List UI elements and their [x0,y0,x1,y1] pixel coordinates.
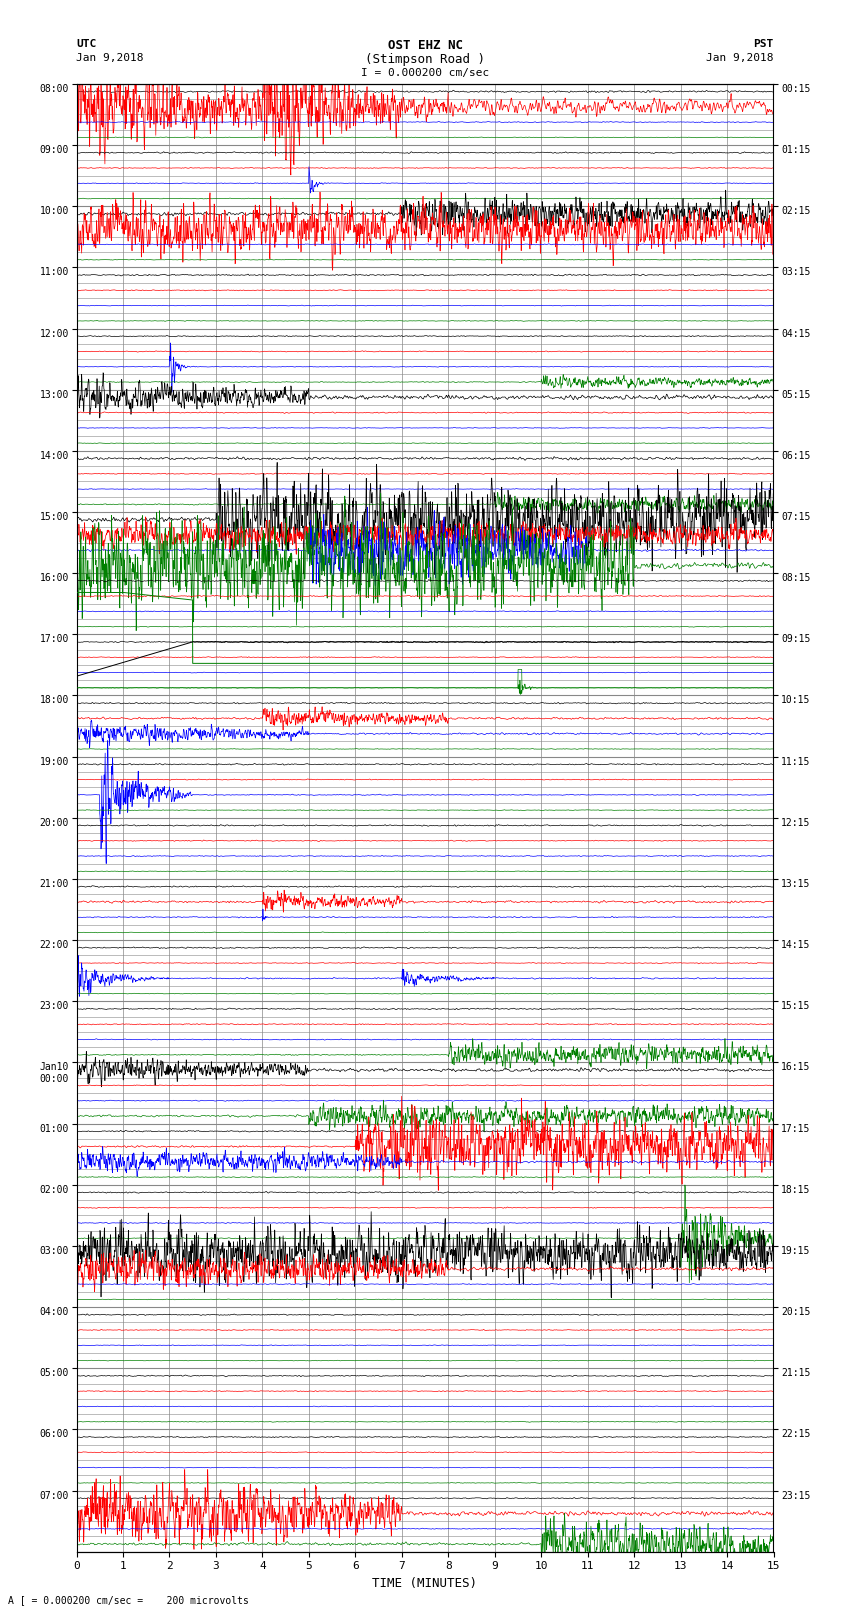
Text: I = 0.000200 cm/sec: I = 0.000200 cm/sec [361,68,489,77]
Text: PST: PST [753,39,774,48]
Text: A [ = 0.000200 cm/sec =    200 microvolts: A [ = 0.000200 cm/sec = 200 microvolts [8,1595,249,1605]
X-axis label: TIME (MINUTES): TIME (MINUTES) [372,1578,478,1590]
Text: (Stimpson Road ): (Stimpson Road ) [365,53,485,66]
Text: OST EHZ NC: OST EHZ NC [388,39,462,52]
Text: Jan 9,2018: Jan 9,2018 [706,53,774,63]
Text: UTC: UTC [76,39,97,48]
Text: Jan 9,2018: Jan 9,2018 [76,53,144,63]
